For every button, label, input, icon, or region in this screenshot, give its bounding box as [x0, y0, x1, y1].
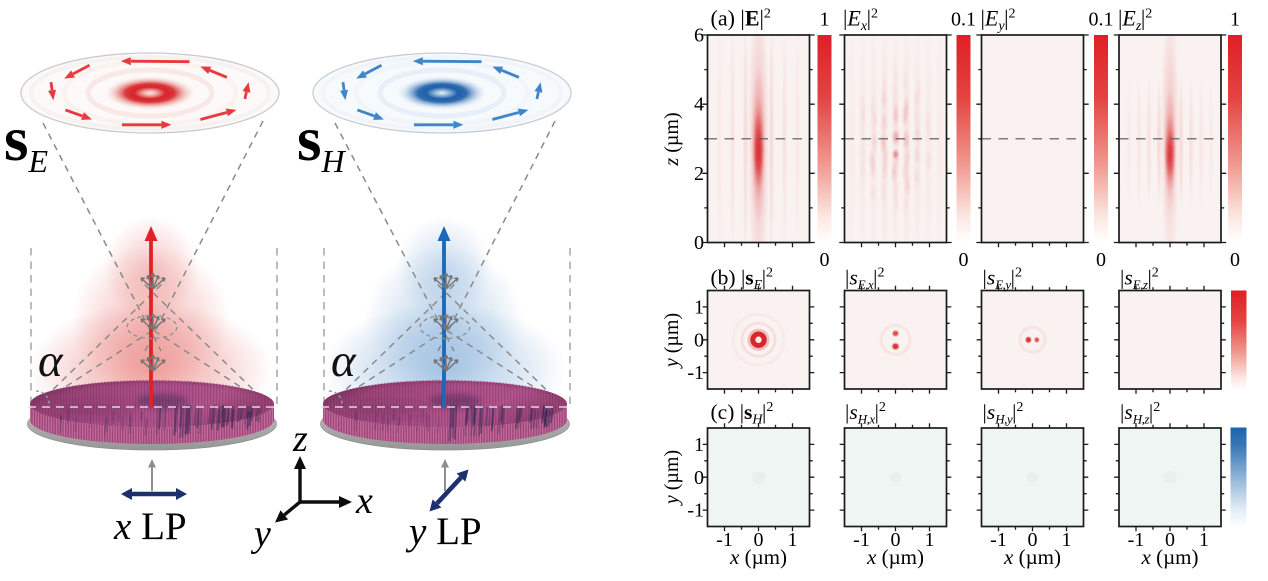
svg-text:4: 4 [694, 94, 704, 116]
svg-text:0: 0 [754, 529, 764, 551]
svg-text:-1: -1 [687, 362, 704, 384]
svg-text:|sH,x|2: |sH,x|2 [845, 400, 886, 427]
svg-text:-1: -1 [853, 529, 870, 551]
svg-text:0.1: 0.1 [1089, 9, 1114, 31]
svg-text:-1: -1 [716, 529, 733, 551]
svg-text:|sH,z|2: |sH,z|2 [1120, 400, 1160, 427]
svg-text:α: α [38, 335, 64, 387]
svg-text:x (µm): x (µm) [1003, 545, 1061, 569]
svg-text:z: z [292, 418, 308, 460]
svg-text:0: 0 [1230, 249, 1240, 271]
svg-text:(b) |sE|2: (b) |sE|2 [711, 266, 774, 294]
svg-text:(c) |sH|2: (c) |sH|2 [711, 400, 774, 428]
svg-text:0: 0 [694, 467, 704, 489]
svg-text:|sH,y|2: |sH,y|2 [983, 400, 1024, 427]
svg-text:|Ey|2: |Ey|2 [981, 6, 1016, 35]
svg-text:-1: -1 [687, 500, 704, 522]
svg-text:0: 0 [891, 529, 901, 551]
svg-text:1: 1 [694, 434, 704, 456]
svg-text:z (µm): z (µm) [661, 112, 683, 166]
svg-text:x (µm): x (µm) [1141, 545, 1199, 569]
svg-text:(a) |E|2: (a) |E|2 [711, 6, 771, 31]
svg-text:y (µm): y (µm) [661, 313, 683, 369]
svg-text:|Ex|2: |Ex|2 [843, 6, 878, 35]
svg-text:1: 1 [820, 9, 830, 31]
svg-text:1: 1 [1062, 529, 1072, 551]
svg-text:1: 1 [694, 296, 704, 318]
svg-text:1: 1 [1230, 9, 1240, 31]
svg-text:-1: -1 [990, 529, 1007, 551]
svg-text:y: y [250, 513, 271, 555]
svg-text:0: 0 [1165, 529, 1175, 551]
svg-text:1: 1 [925, 529, 935, 551]
svg-text:-1: -1 [1128, 529, 1145, 551]
svg-text:|sE,z|2: |sE,z|2 [1120, 266, 1159, 293]
svg-text:1: 1 [788, 529, 798, 551]
svg-text:x (µm): x (µm) [866, 545, 924, 569]
svg-text:x: x [355, 480, 373, 522]
svg-text:6: 6 [694, 25, 704, 47]
svg-text:0: 0 [694, 232, 704, 254]
svg-text:x LP: x LP [113, 505, 187, 548]
svg-text:1: 1 [1199, 529, 1209, 551]
svg-text:0: 0 [694, 329, 704, 351]
svg-text:0.1: 0.1 [951, 9, 976, 31]
svg-text:0: 0 [1096, 249, 1106, 271]
svg-text:α: α [331, 335, 357, 387]
svg-text:2: 2 [694, 163, 704, 185]
svg-text:y (µm): y (µm) [661, 450, 683, 506]
svg-text:0: 0 [959, 249, 969, 271]
svg-text:y LP: y LP [405, 510, 482, 553]
svg-text:0: 0 [1028, 529, 1038, 551]
svg-text:|Ez|2: |Ez|2 [1118, 6, 1152, 35]
svg-text:x (µm): x (µm) [729, 545, 787, 569]
svg-text:0: 0 [820, 249, 830, 271]
